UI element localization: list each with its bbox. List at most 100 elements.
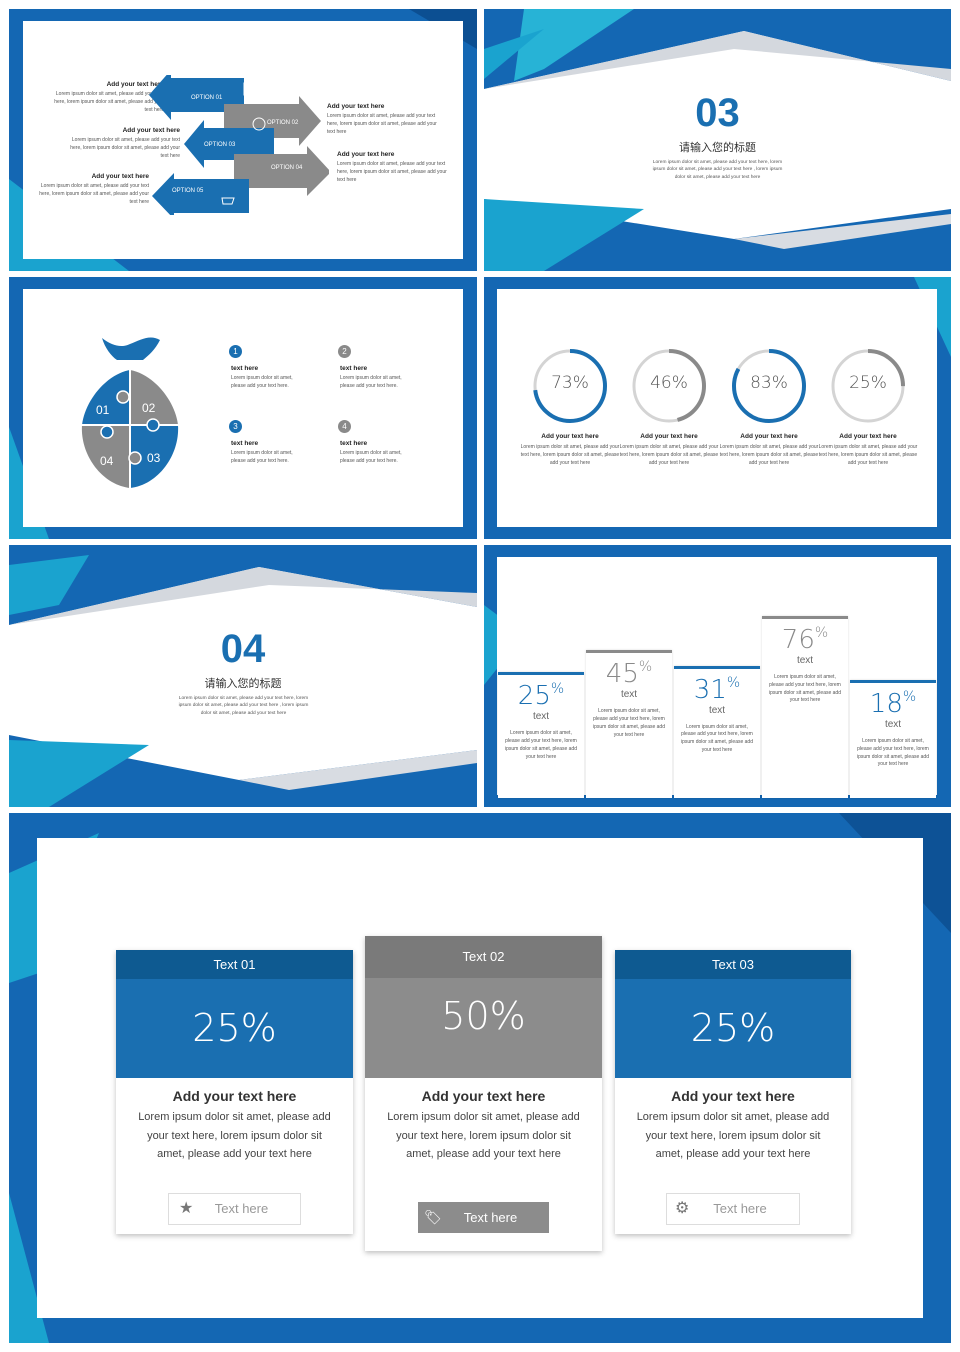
option-label: OPTION 05 [172, 188, 204, 194]
section-number: 03 [695, 91, 740, 135]
column-card: 31% text Lorem ipsum dolor sit amet, pleas… [674, 665, 760, 798]
column-value: 45% [605, 659, 653, 690]
ring-text: Lorem ipsum dolor sit amet, please add y… [619, 444, 719, 466]
block-text: Lorem ipsum dolor sit amet, please add y… [39, 183, 149, 205]
card-title: Add your text here [172, 1088, 297, 1104]
column-label: text [884, 719, 902, 730]
block-title: Add your text here [106, 81, 164, 88]
option-label: OPTION 01 [191, 95, 223, 101]
column-text: Lorem ipsum dolor sit amet, please add y… [593, 708, 665, 738]
option-label: OPTION 03 [204, 142, 236, 148]
slide-options: Add your text here Lorem ipsum dolor sit… [9, 9, 477, 271]
ring-text: Lorem ipsum dolor sit amet, please add y… [719, 444, 819, 466]
tag-icon: 🏷 [424, 1209, 442, 1225]
card-title: Add your text here [671, 1088, 795, 1104]
block-title: Add your text here [327, 103, 385, 110]
ring-label: 46% [650, 373, 688, 393]
card-text: Lorem ipsum dolor sit amet, please add y… [138, 1111, 331, 1160]
progress-ring [533, 349, 607, 423]
card-button-label: Text here [713, 1201, 767, 1216]
step-number: 3 [229, 420, 242, 433]
progress-arc [533, 349, 607, 423]
column-text: Lorem ipsum dolor sit amet, please add y… [769, 674, 841, 704]
column-card: 25% text Lorem ipsum dolor sit amet, pleas… [498, 672, 584, 798]
card-text: Lorem ipsum dolor sit amet, please add y… [636, 1111, 830, 1160]
card-button[interactable]: ★ Text here [168, 1193, 301, 1225]
column-label: text [532, 711, 550, 723]
step-number: 4 [338, 420, 351, 433]
column-value: 76% [781, 625, 829, 656]
card-button-label: Text here [463, 1210, 518, 1225]
column-card: 45% text Lorem ipsum dolor sit amet, pleas… [586, 650, 672, 798]
card-button[interactable]: 🏷 Text here [418, 1202, 549, 1233]
column-text: Lorem ipsum dolor sit amet, please add y… [505, 730, 577, 760]
ring-title: Add your text here [740, 433, 798, 440]
slide-section-03: 03 请输入您的标题 Lorem ipsum dolor sit amet, p… [484, 9, 951, 271]
slide-pricing: Text 01 25% Add your text here Lorem ips… [9, 813, 951, 1343]
card-value: 25% [615, 979, 851, 1078]
section-number: 04 [220, 627, 266, 671]
pricing-card: Text 01 25% Add your text here Lorem ips… [116, 950, 353, 1234]
card-header: Text 03 [615, 950, 851, 979]
slide-section-04: 04 请输入您的标题 Lorem ipsum dolor sit amet, p… [9, 545, 477, 807]
puzzle-label: 02 [142, 401, 156, 415]
puzzle-label: 04 [100, 454, 114, 468]
card-button[interactable]: ⚙ Text here [666, 1193, 800, 1225]
column-value: 31% [693, 674, 741, 705]
card-text: Lorem ipsum dolor sit amet, please add y… [387, 1111, 580, 1160]
block-title: Add your text here [122, 127, 180, 134]
progress-arc [732, 349, 806, 423]
progress-arc [632, 349, 706, 423]
column-label: text [620, 689, 638, 701]
card-value: 25% [116, 979, 353, 1078]
section-title: 请输入您的标题 [204, 678, 282, 690]
card-title: Add your text here [421, 1088, 546, 1104]
ring-title: Add your text here [839, 433, 897, 440]
ring-label: 25% [849, 373, 887, 393]
ring-text: Lorem ipsum dolor sit amet, please add y… [520, 444, 620, 466]
block-text: Lorem ipsum dolor sit amet, please add y… [54, 91, 164, 113]
section-text: Lorem ipsum dolor sit amet, please add y… [178, 696, 309, 716]
block-text: Lorem ipsum dolor sit amet, please add y… [70, 137, 180, 159]
option-label: OPTION 04 [271, 165, 303, 171]
card-value: 50% [365, 978, 602, 1078]
options-arrows [149, 75, 329, 215]
item-text: Lorem ipsum dolor sit amet, please add y… [231, 375, 293, 389]
step-number: 2 [338, 345, 351, 358]
column-label: text [708, 704, 726, 716]
step-number: 1 [229, 345, 242, 358]
item-title: text here [340, 365, 368, 372]
progress-arc [831, 349, 905, 423]
ring-label: 73% [551, 373, 589, 393]
item-text: Lorem ipsum dolor sit amet, please add y… [340, 375, 402, 389]
column-text: Lorem ipsum dolor sit amet, please add y… [857, 738, 929, 768]
option-label: OPTION 02 [267, 120, 299, 126]
ring-label: 83% [750, 373, 788, 393]
section-text: Lorem ipsum dolor sit amet, please add y… [652, 160, 783, 180]
column-card: 76% text Lorem ipsum dolor sit amet, pleas… [762, 616, 848, 798]
block-text: Lorem ipsum dolor sit amet, please add y… [327, 113, 437, 135]
item-title: text here [231, 440, 259, 447]
section-title: 请输入您的标题 [679, 142, 756, 154]
pricing-card: Text 03 25% Add your text here Lorem ips… [615, 950, 851, 1234]
column-text: Lorem ipsum dolor sit amet, please add y… [681, 723, 753, 753]
card-button-label: Text here [214, 1201, 269, 1216]
money-bag-puzzle [80, 337, 180, 488]
item-title: text here [340, 440, 368, 447]
ring-title: Add your text here [640, 433, 698, 440]
progress-ring [732, 349, 806, 423]
slide-rings: 73% Add your text here Lorem ipsum dolor s… [484, 277, 951, 539]
block-title: Add your text here [337, 151, 395, 158]
item-text: Lorem ipsum dolor sit amet, please add y… [340, 450, 402, 464]
progress-ring [632, 349, 706, 423]
star-icon: ★ [179, 1200, 194, 1217]
slide-puzzle-bag: 01 02 03 04 1 text here Lorem ipsum dolo… [9, 277, 477, 539]
puzzle-label: 03 [147, 451, 161, 465]
column-label: text [796, 655, 814, 667]
block-text: Lorem ipsum dolor sit amet, please add y… [337, 161, 447, 183]
item-text: Lorem ipsum dolor sit amet, please add y… [231, 450, 293, 464]
ring-text: Lorem ipsum dolor sit amet, please add y… [818, 444, 918, 466]
pricing-card: Text 02 50% Add your text here Lorem ips… [365, 936, 602, 1251]
puzzle-label: 01 [96, 403, 110, 417]
block-title: Add your text here [91, 173, 149, 180]
